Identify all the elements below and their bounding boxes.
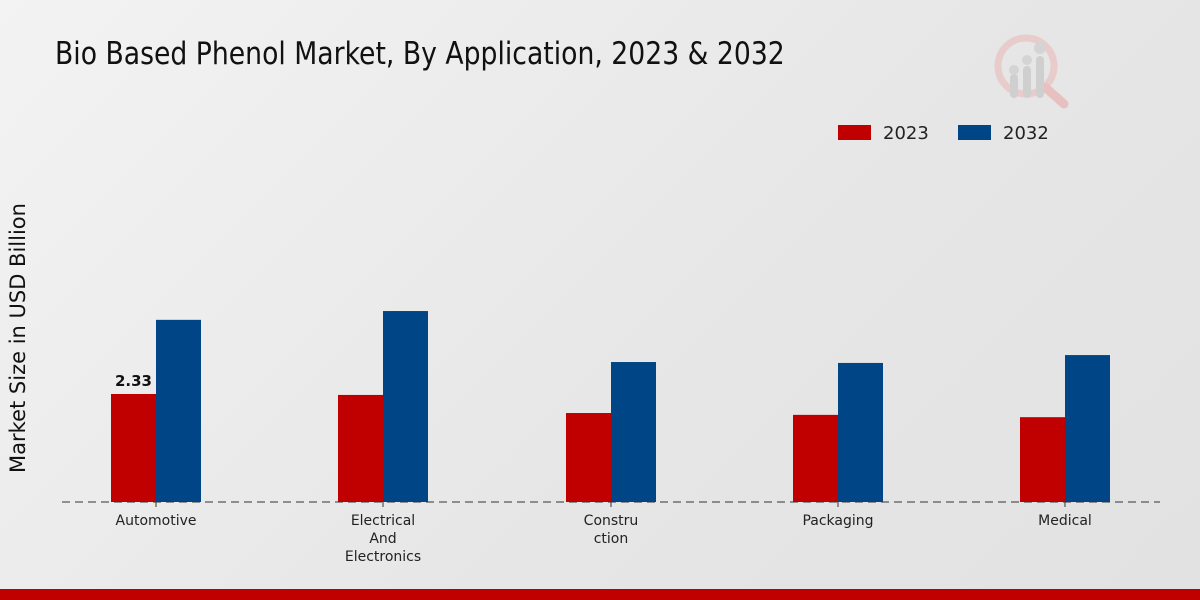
x-tick-label: Constru [584, 513, 639, 529]
x-tick-label: ction [594, 531, 629, 547]
legend-swatch-2023 [838, 125, 871, 140]
legend-label-2023: 2023 [883, 123, 929, 144]
chart-title: Bio Based Phenol Market, By Application,… [55, 36, 785, 72]
bar-2023-medical [1020, 417, 1065, 502]
x-tick-label: Packaging [802, 513, 873, 529]
bar-2032-construction [611, 362, 656, 502]
bar-2023-packaging [793, 414, 838, 502]
bar-2032-automotive [156, 319, 201, 502]
y-axis-label: Market Size in USD Billion [6, 203, 30, 473]
bar-2023-construction [566, 413, 611, 502]
bar-2032-electrical-and-electronics [383, 311, 428, 502]
x-tick-label: Electrical [351, 513, 415, 529]
x-tick-label: And [369, 531, 396, 547]
data-label: 2.33 [115, 372, 152, 390]
bar-2032-medical [1065, 355, 1110, 502]
magnifier-chart-logo-icon [994, 34, 1069, 109]
legend: 2023 2032 [838, 123, 1049, 144]
x-tick-label: Electronics [345, 549, 421, 565]
bar-2023-electrical-and-electronics [338, 394, 383, 502]
x-tick-label: Automotive [116, 513, 197, 529]
x-tick-label: Medical [1038, 513, 1092, 529]
bar-2032-packaging [838, 362, 883, 502]
legend-label-2032: 2032 [1003, 123, 1049, 144]
legend-swatch-2032 [958, 125, 991, 140]
footer-bar [0, 589, 1200, 600]
x-ticks: Automotive Electrical And Electronics Constr… [116, 502, 1092, 565]
bars: 2.33 [111, 311, 1110, 502]
bar-2023-automotive [111, 394, 156, 502]
